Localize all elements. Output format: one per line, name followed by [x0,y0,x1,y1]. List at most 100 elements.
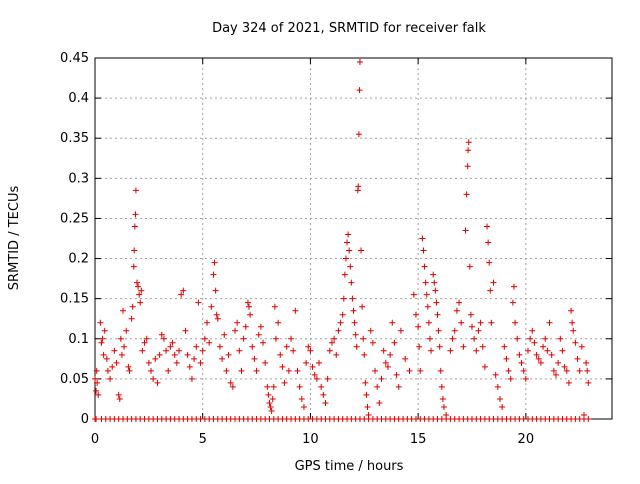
data-point [136,291,143,298]
data-point [524,347,531,354]
data-point [271,303,278,310]
data-point [132,187,139,194]
data-point [520,367,527,374]
data-point [208,303,215,310]
data-point [585,416,592,422]
data-point [240,335,247,342]
data-point [145,359,152,366]
data-point [307,347,314,354]
data-point [225,351,232,358]
data-point [488,319,495,326]
data-point [374,383,381,390]
data-point [92,375,98,382]
data-point [512,319,519,326]
data-point [132,211,139,218]
data-point [578,343,585,350]
data-point [178,291,185,298]
data-point [580,411,587,418]
data-point [443,411,450,418]
data-point [131,247,138,254]
data-point [275,319,282,326]
data-point [311,371,318,378]
data-point [565,379,572,386]
data-point [266,399,273,406]
data-point [346,247,353,254]
data-point [467,311,474,318]
x-tick-label: 5 [199,432,207,447]
data-point [481,363,488,370]
data-point [93,367,100,374]
data-point [477,319,484,326]
data-point [456,299,463,306]
data-point [173,359,180,366]
data-point [303,359,310,366]
data-point [176,347,183,354]
data-point [561,363,568,370]
data-point [97,319,104,326]
data-point [104,367,111,374]
data-point [363,391,370,398]
data-point [356,59,363,66]
data-point [447,347,454,354]
data-point [324,375,331,382]
data-point [367,327,374,334]
data-point [584,367,591,374]
data-point [527,335,534,342]
data-point [485,239,492,246]
data-point [475,327,482,334]
data-point [492,371,499,378]
data-point [335,327,342,334]
data-point [432,287,439,294]
data-point [341,271,348,278]
data-point [529,327,536,334]
y-tick-label: 0.3 [68,171,89,186]
y-tick-label: 0.05 [60,372,89,387]
data-point [120,307,127,314]
data-point [344,239,351,246]
data-point [265,391,272,398]
data-point [340,295,347,302]
data-point [484,223,491,230]
data-point [360,335,367,342]
data-point [428,347,435,354]
data-point [544,347,551,354]
data-point [424,303,431,310]
tick-layer: 0 0.05 0.1 0.15 0.2 0.25 0.3 0.35 0.4 0.45 0 5 10 15 2… [60,51,612,447]
data-point [115,391,122,398]
data-point [369,339,376,346]
x-tick-label: 15 [410,432,427,447]
data-point [134,279,141,286]
data-point [103,355,110,362]
data-point [349,295,356,302]
data-point [257,323,264,330]
chart-title: Day 324 of 2021, SRMTID for receiver fal… [212,21,486,36]
data-point [101,327,108,334]
data-point [246,303,253,310]
data-point [154,379,161,386]
data-point [193,343,200,350]
data-point [426,335,433,342]
x-tick-label: 0 [91,432,99,447]
data-point [251,355,258,362]
data-point [522,375,529,382]
data-point [439,395,446,402]
data-point [294,367,301,374]
data-point [283,343,290,350]
data-point [501,343,508,350]
data-point [137,299,144,306]
data-point [184,351,191,358]
data-point [290,347,297,354]
data-point [279,363,286,370]
data-point [191,355,198,362]
data-point [421,263,428,270]
data-point [292,307,299,314]
data-point [339,311,346,318]
data-point [269,395,276,402]
data-point [559,347,566,354]
data-point [350,307,357,314]
x-axis-label: GPS time / hours [295,459,404,474]
data-point [453,307,460,314]
data-point [378,375,385,382]
data-point [583,359,590,366]
